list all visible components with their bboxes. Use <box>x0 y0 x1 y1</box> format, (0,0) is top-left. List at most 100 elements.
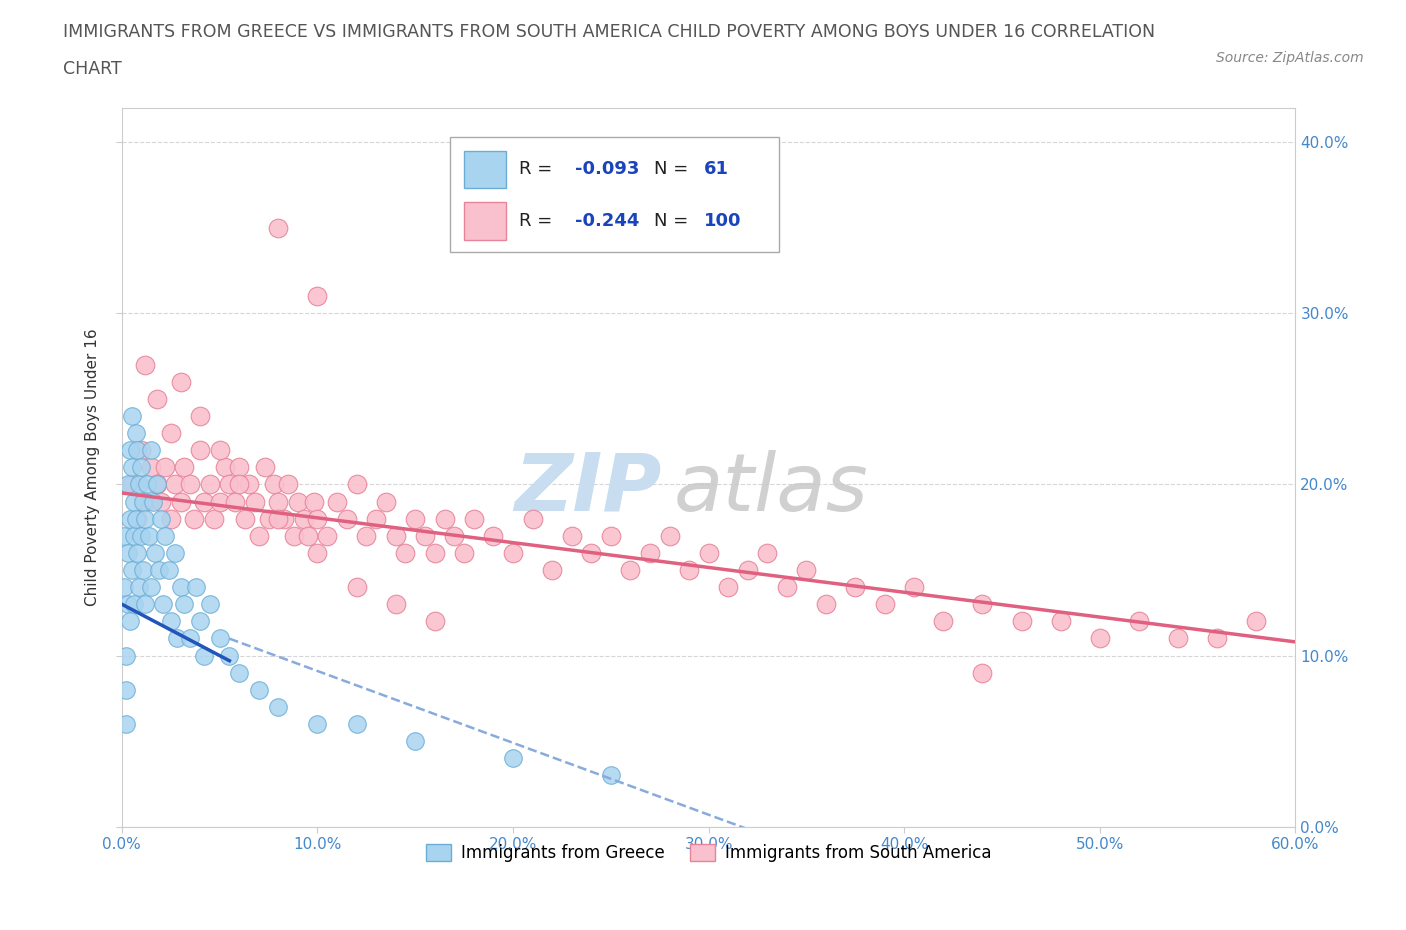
Point <box>218 477 240 492</box>
Point <box>366 512 388 526</box>
Point <box>131 443 153 458</box>
Point <box>404 512 426 526</box>
Point <box>134 357 156 372</box>
Point <box>134 512 156 526</box>
Point <box>277 477 299 492</box>
Point <box>336 512 359 526</box>
Point <box>134 597 156 612</box>
Point <box>932 614 955 629</box>
Point <box>267 512 290 526</box>
Point <box>169 579 191 594</box>
Point <box>356 528 378 543</box>
Point <box>326 494 349 509</box>
Point <box>482 528 505 543</box>
Point <box>346 717 368 732</box>
Point <box>173 460 195 475</box>
Point <box>136 477 159 492</box>
Point <box>186 579 208 594</box>
Point <box>149 512 172 526</box>
Point <box>146 392 169 406</box>
Point <box>599 768 621 783</box>
Point <box>756 546 779 561</box>
Point <box>127 546 149 561</box>
Point <box>404 734 426 749</box>
Text: ZIP: ZIP <box>515 450 662 528</box>
Point <box>198 477 221 492</box>
Point <box>247 683 270 698</box>
Text: IMMIGRANTS FROM GREECE VS IMMIGRANTS FROM SOUTH AMERICA CHILD POVERTY AMONG BOYS: IMMIGRANTS FROM GREECE VS IMMIGRANTS FRO… <box>63 23 1156 41</box>
Point <box>638 546 661 561</box>
Point <box>179 477 201 492</box>
Point <box>117 597 139 612</box>
Point <box>224 494 246 509</box>
Point <box>132 563 155 578</box>
Point <box>138 528 160 543</box>
Point <box>384 597 406 612</box>
Point <box>121 477 143 492</box>
Point <box>169 494 191 509</box>
Point <box>257 512 280 526</box>
Point <box>374 494 396 509</box>
Point <box>202 512 225 526</box>
Point <box>148 563 170 578</box>
Point <box>163 477 186 492</box>
Point <box>263 477 285 492</box>
Point <box>118 443 141 458</box>
Point <box>1088 631 1111 646</box>
Point <box>522 512 544 526</box>
Point <box>283 528 305 543</box>
Point <box>208 631 231 646</box>
Legend: Immigrants from Greece, Immigrants from South America: Immigrants from Greece, Immigrants from … <box>419 837 998 869</box>
Point <box>127 443 149 458</box>
Point <box>502 546 524 561</box>
Point <box>121 408 143 423</box>
Point <box>117 546 139 561</box>
Point <box>243 494 266 509</box>
Point <box>717 579 740 594</box>
Point <box>297 528 319 543</box>
Point <box>316 528 339 543</box>
Point <box>142 494 165 509</box>
Point <box>193 648 215 663</box>
Point <box>267 699 290 714</box>
Point <box>273 512 295 526</box>
Y-axis label: Child Poverty Among Boys Under 16: Child Poverty Among Boys Under 16 <box>86 328 100 606</box>
Point <box>117 477 139 492</box>
Point <box>287 494 309 509</box>
Point <box>141 443 163 458</box>
Point <box>188 408 211 423</box>
Point <box>463 512 485 526</box>
Point <box>173 597 195 612</box>
Point <box>159 426 181 441</box>
Point <box>844 579 866 594</box>
Point <box>453 546 475 561</box>
Point <box>124 426 146 441</box>
Point <box>159 614 181 629</box>
Point <box>433 512 456 526</box>
Point <box>114 648 136 663</box>
Point <box>307 512 329 526</box>
Point <box>972 665 994 680</box>
Point <box>238 477 260 492</box>
Point <box>776 579 799 594</box>
Text: CHART: CHART <box>63 60 122 78</box>
Point <box>307 717 329 732</box>
Point <box>131 528 153 543</box>
Point <box>146 477 169 492</box>
Point <box>541 563 564 578</box>
Point <box>218 648 240 663</box>
Point <box>143 546 166 561</box>
Point <box>141 579 163 594</box>
Point <box>179 631 201 646</box>
Point <box>121 563 143 578</box>
Point <box>423 614 446 629</box>
Point <box>697 546 720 561</box>
Point <box>253 460 276 475</box>
Point <box>413 528 436 543</box>
Point <box>443 528 465 543</box>
Point <box>163 546 186 561</box>
Point <box>128 579 150 594</box>
Point <box>267 494 290 509</box>
Point <box>561 528 583 543</box>
Point <box>193 494 215 509</box>
